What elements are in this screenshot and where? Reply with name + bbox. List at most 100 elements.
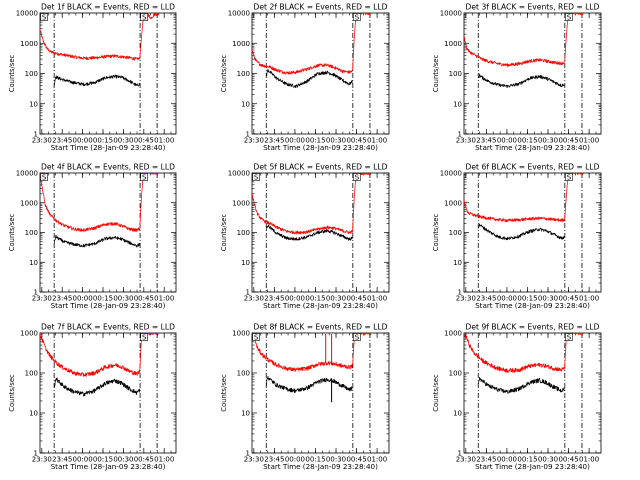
x-tick-label: 00:30 (113, 295, 133, 303)
series-events-black-line (266, 68, 353, 89)
x-tick-label: 23:30 (32, 456, 52, 464)
saa-marker-label: S (355, 14, 360, 22)
x-tick-label: 23:45 (476, 137, 496, 145)
x-axis-label: Start Time (28-Jan-09 23:28:40) (51, 143, 166, 152)
y-tick-label: 10 (29, 259, 38, 267)
x-tick-label: 00:15 (517, 456, 537, 464)
y-tick-label: 10 (241, 100, 250, 108)
plot-frame (251, 332, 390, 454)
x-tick-label: 00:15 (93, 137, 113, 145)
x-tick-label: 00:45 (134, 295, 154, 303)
y-tick-label: 10 (453, 410, 462, 418)
chart-title: Det 4f BLACK = Events, RED = LLD (41, 163, 175, 172)
saa-marker-label: S (355, 334, 360, 342)
y-axis-label: Counts/sec (220, 374, 228, 412)
series-lld-red-line (464, 333, 584, 373)
saa-marker-box (353, 333, 361, 341)
chart-title: Det 1f BLACK = Events, RED = LLD (41, 3, 175, 12)
chart-panel-3: Det 3f BLACK = Events, RED = LLD 1 10 100 10… (432, 3, 602, 152)
x-tick-label: 00:15 (305, 456, 325, 464)
x-tick-label: 00:15 (93, 295, 113, 303)
y-tick-label: 1000 (232, 199, 250, 207)
y-tick-label: 1 (458, 289, 462, 297)
chart-panel-9: Det 9f BLACK = Events, RED = LLD 1 10 100 10… (432, 323, 602, 471)
x-tick-label: 01:00 (579, 456, 599, 464)
y-tick-label: 100 (25, 370, 38, 378)
x-tick-label: 01:00 (367, 456, 387, 464)
saa-marker-label: S (567, 334, 572, 342)
series-lld-red-line (464, 173, 584, 223)
saa-marker-label: S (567, 174, 572, 182)
x-tick-label: 23:30 (456, 137, 476, 145)
y-tick-label: 1000 (20, 199, 38, 207)
x-tick-label: 00:15 (305, 137, 325, 145)
y-axis-label: Counts/sec (432, 55, 440, 93)
x-tick-label: 00:00 (285, 456, 305, 464)
chart-title: Det 5f BLACK = Events, RED = LLD (254, 163, 388, 172)
x-tick-label: 23:45 (264, 295, 284, 303)
y-tick-label: 10 (29, 100, 38, 108)
x-tick-label: 00:30 (538, 295, 558, 303)
y-tick-label: 1 (458, 131, 462, 139)
x-tick-label: 00:45 (558, 137, 578, 145)
x-tick-label: 00:45 (558, 295, 578, 303)
series-lld-red-line (40, 333, 159, 377)
chart-title: Det 6f BLACK = Events, RED = LLD (466, 163, 600, 172)
y-tick-label: 100 (25, 229, 38, 237)
y-tick-label: 100 (449, 70, 462, 78)
plot-frame (463, 332, 602, 454)
y-tick-label: 100 (237, 70, 250, 78)
y-axis-label: Counts/sec (220, 214, 228, 252)
y-tick-label: 10000 (16, 10, 38, 18)
saa-marker-box (353, 173, 361, 181)
x-tick-label: 00:45 (346, 295, 366, 303)
x-tick-label: 00:45 (134, 456, 154, 464)
y-axis-label: Counts/sec (8, 55, 16, 93)
x-tick-label: 01:00 (154, 137, 174, 145)
x-tick-label: 23:45 (52, 295, 72, 303)
x-tick-label: 23:30 (32, 137, 52, 145)
y-tick-label: 10000 (440, 10, 462, 18)
y-tick-label: 10000 (16, 170, 38, 178)
x-axis-label: Start Time (28-Jan-09 23:28:40) (51, 301, 166, 310)
y-tick-label: 10 (453, 100, 462, 108)
series-lld-red-line (464, 13, 584, 68)
y-tick-label: 1 (246, 131, 250, 139)
saa-marker-label: S (254, 174, 259, 182)
y-tick-label: 1 (34, 289, 38, 297)
x-tick-label: 00:45 (558, 456, 578, 464)
x-tick-label: 00:15 (517, 137, 537, 145)
y-tick-label: 100 (237, 229, 250, 237)
y-axis-label: Counts/sec (8, 374, 16, 412)
x-tick-label: 00:00 (285, 137, 305, 145)
x-tick-label: 00:30 (113, 456, 133, 464)
x-axis-label: Start Time (28-Jan-09 23:28:40) (475, 143, 590, 152)
saa-marker-label: S (142, 14, 147, 22)
x-tick-label: 00:00 (73, 137, 93, 145)
y-tick-label: 100 (449, 229, 462, 237)
series-events-black-line (478, 223, 565, 241)
x-axis-label: Start Time (28-Jan-09 23:28:40) (475, 462, 590, 471)
y-tick-label: 1000 (232, 330, 250, 338)
x-tick-label: 00:00 (497, 456, 517, 464)
chart-panel-7: Det 7f BLACK = Events, RED = LLD 1 10 100 10… (8, 323, 177, 471)
y-tick-label: 1000 (444, 330, 462, 338)
x-tick-label: 00:00 (73, 295, 93, 303)
y-tick-label: 1 (34, 131, 38, 139)
saa-marker-box (565, 333, 573, 341)
x-tick-label: 00:45 (134, 137, 154, 145)
chart-panel-8: Det 8f BLACK = Events, RED = LLD 1 10 100 10… (220, 323, 390, 471)
x-tick-label: 00:00 (497, 295, 517, 303)
x-tick-label: 00:15 (517, 295, 537, 303)
y-tick-label: 1 (34, 450, 38, 458)
saa-marker-box (252, 333, 260, 341)
series-events-black-line (266, 224, 353, 241)
saa-marker-label: S (142, 174, 147, 182)
x-tick-label: 23:45 (264, 137, 284, 145)
y-tick-label: 1 (458, 450, 462, 458)
series-lld-red-line (252, 173, 372, 235)
x-tick-label: 00:30 (538, 456, 558, 464)
chart-title: Det 2f BLACK = Events, RED = LLD (254, 3, 388, 12)
y-tick-label: 1 (246, 450, 250, 458)
y-tick-label: 1000 (444, 40, 462, 48)
